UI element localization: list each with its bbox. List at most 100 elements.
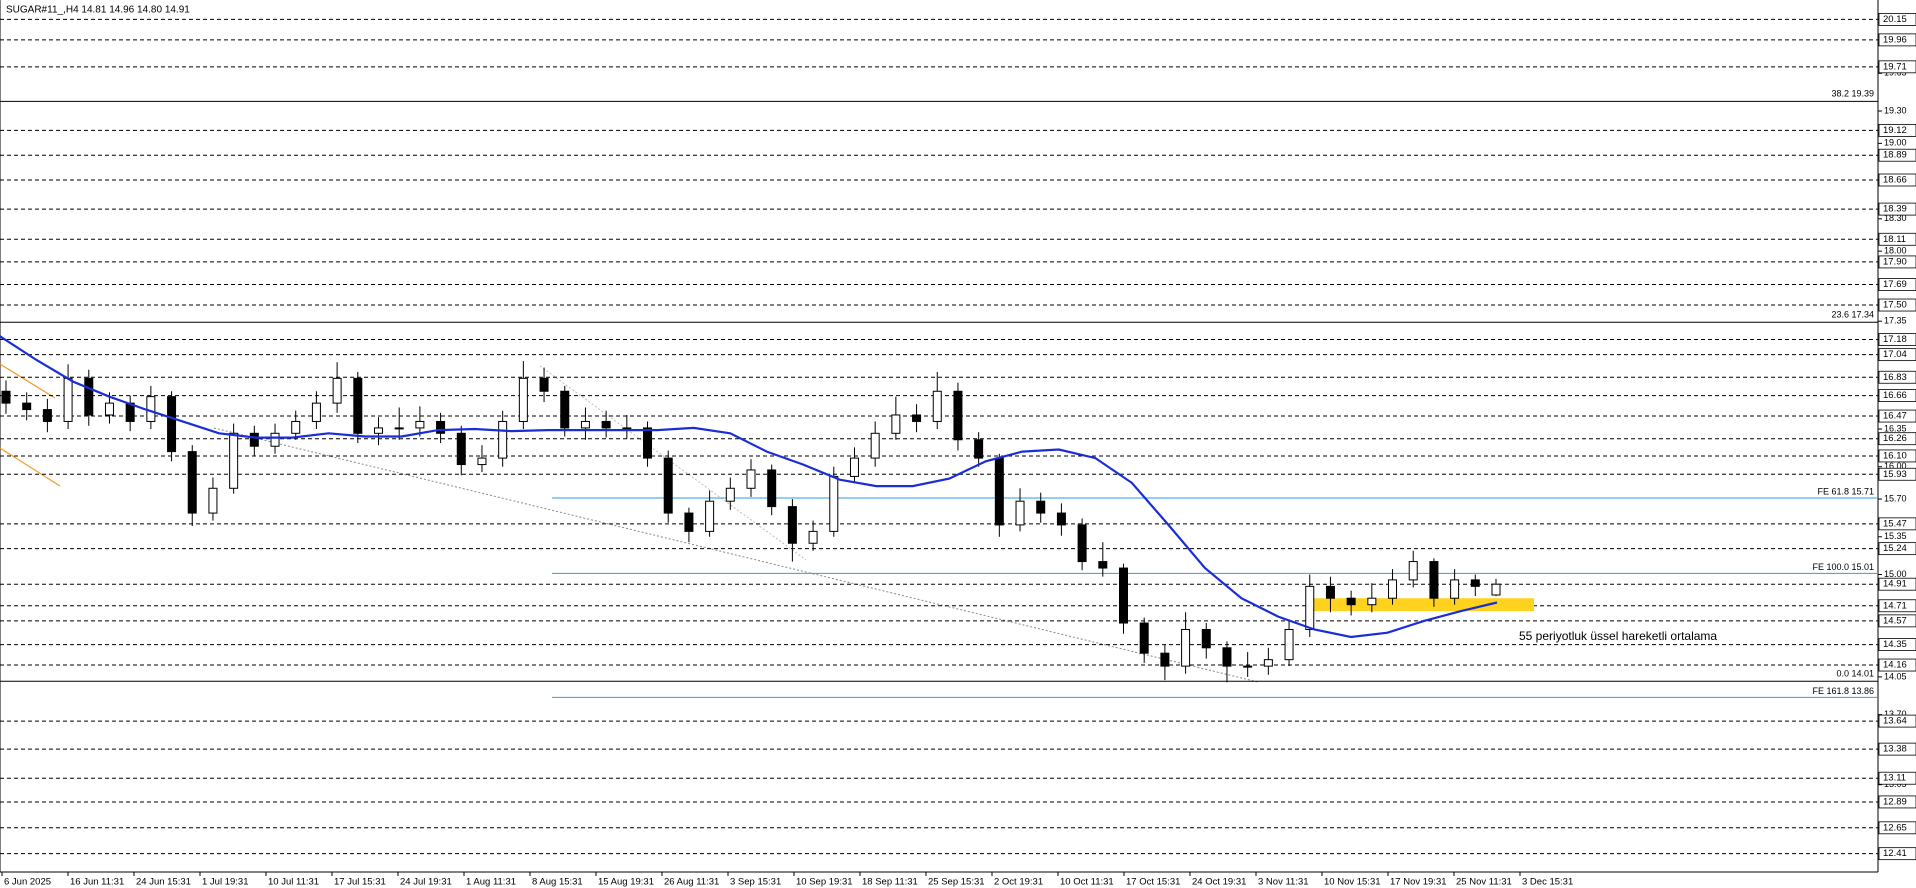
chart-title: SUGAR#11_,H4 14.81 14.96 14.80 14.91 (6, 5, 190, 16)
candle-body (1325, 585, 1335, 599)
candle-body (1077, 524, 1087, 563)
x-tick-label: 1 Aug 11:31 (466, 877, 516, 888)
candle-body (229, 432, 239, 489)
x-tick-label: 3 Dec 15:31 (1522, 877, 1573, 888)
level-box (1878, 449, 1916, 463)
dotted-trend (539, 365, 807, 561)
level-box (1878, 202, 1916, 216)
candle-body (167, 396, 177, 453)
level-box (1878, 638, 1916, 651)
y-tick-label: 14.05 (1884, 671, 1907, 681)
candle-body (436, 420, 446, 434)
y-tick-label: 15.00 (1884, 569, 1907, 579)
candle-body (332, 377, 342, 404)
candle-body (1119, 567, 1128, 624)
candle-body (1056, 512, 1066, 526)
candle-body (953, 390, 963, 441)
candle-body (994, 457, 1004, 526)
y-tick-label: 19.30 (1884, 105, 1907, 115)
candle-body (870, 432, 880, 459)
retracement-label: 23.6 17.34 (1831, 310, 1874, 320)
candle-body (539, 377, 549, 392)
expansion-label: FE 100.0 15.01 (1812, 562, 1874, 572)
x-tick-label: 25 Nov 11:31 (1456, 877, 1512, 888)
x-tick-label: 24 Oct 19:31 (1192, 877, 1246, 888)
x-tick-label: 24 Jun 15:31 (136, 877, 191, 888)
candle-body (767, 469, 777, 508)
y-tick-label: 18.00 (1884, 246, 1907, 256)
candle-body (1305, 585, 1315, 630)
candle-body (1036, 500, 1046, 514)
candle-body (1222, 647, 1232, 667)
candle-body (42, 409, 52, 422)
x-tick-label: 17 Nov 19:31 (1390, 877, 1447, 888)
candle-body (1139, 622, 1149, 654)
candle-body (891, 414, 901, 434)
candle-body (746, 469, 756, 489)
candle-body (1243, 665, 1253, 668)
y-tick-label: 13.70 (1884, 709, 1907, 719)
level-box (1878, 847, 1916, 861)
x-tick-label: 26 Aug 11:31 (664, 877, 719, 888)
level-label: 14.71 (1883, 600, 1907, 611)
level-label: 19.71 (1883, 61, 1907, 72)
level-box (1878, 232, 1916, 246)
level-box (1878, 577, 1916, 591)
level-label: 16.10 (1883, 450, 1907, 461)
x-tick-label: 8 Aug 15:31 (532, 877, 583, 888)
retracement-label: 0.0 14.01 (1836, 669, 1874, 679)
level-label: 16.26 (1883, 433, 1907, 444)
candle-body (311, 402, 321, 422)
candle-body (1263, 659, 1273, 667)
candle-body (1284, 628, 1294, 661)
level-box (1878, 370, 1916, 384)
x-tick-label: 17 Oct 15:31 (1126, 877, 1180, 888)
candle-body (1429, 561, 1439, 599)
y-tick-label: 16.35 (1884, 423, 1907, 433)
candle-body (104, 402, 114, 416)
candle-body (1388, 579, 1398, 599)
candle-body (353, 377, 363, 434)
level-label: 17.18 (1883, 334, 1907, 345)
candle-body (808, 530, 818, 544)
level-label: 18.39 (1883, 204, 1907, 215)
dotted-trend (213, 427, 1259, 683)
candle-body (974, 439, 984, 459)
level-box (1878, 298, 1916, 312)
candle-body (84, 377, 94, 416)
retracement-label: 38.2 19.39 (1831, 89, 1874, 99)
level-label: 13.64 (1883, 716, 1907, 727)
channel-line (0, 447, 61, 487)
y-tick-label: 16.00 (1884, 461, 1907, 471)
x-tick-label: 3 Nov 11:31 (1258, 877, 1309, 888)
candle-body (394, 427, 404, 430)
candle-body (601, 420, 611, 429)
candle-body (1470, 579, 1480, 587)
level-label: 17.50 (1883, 300, 1907, 311)
candle-body (829, 475, 839, 532)
candle-body (580, 420, 590, 429)
candle-body (1098, 561, 1108, 569)
y-tick-label: 15.70 (1884, 493, 1907, 503)
candle-body (912, 414, 922, 422)
candle-body (643, 427, 653, 459)
y-tick-label: 17.35 (1884, 316, 1907, 326)
level-box (1878, 658, 1916, 672)
candle-body (560, 390, 570, 429)
level-label: 19.96 (1883, 34, 1907, 45)
candle-body (518, 377, 528, 422)
level-label: 14.91 (1883, 579, 1907, 590)
level-box (1878, 13, 1916, 26)
level-box (1878, 771, 1916, 785)
level-box (1878, 348, 1916, 362)
candle-body (498, 420, 508, 459)
x-tick-label: 10 Jul 11:31 (268, 877, 319, 888)
level-label: 20.15 (1883, 14, 1907, 25)
level-label: 12.41 (1883, 848, 1907, 859)
level-label: 14.35 (1883, 639, 1907, 650)
level-label: 18.66 (1883, 175, 1907, 186)
candle-body (1346, 597, 1356, 606)
candle-body (1181, 628, 1191, 667)
level-label: 17.90 (1883, 256, 1907, 267)
